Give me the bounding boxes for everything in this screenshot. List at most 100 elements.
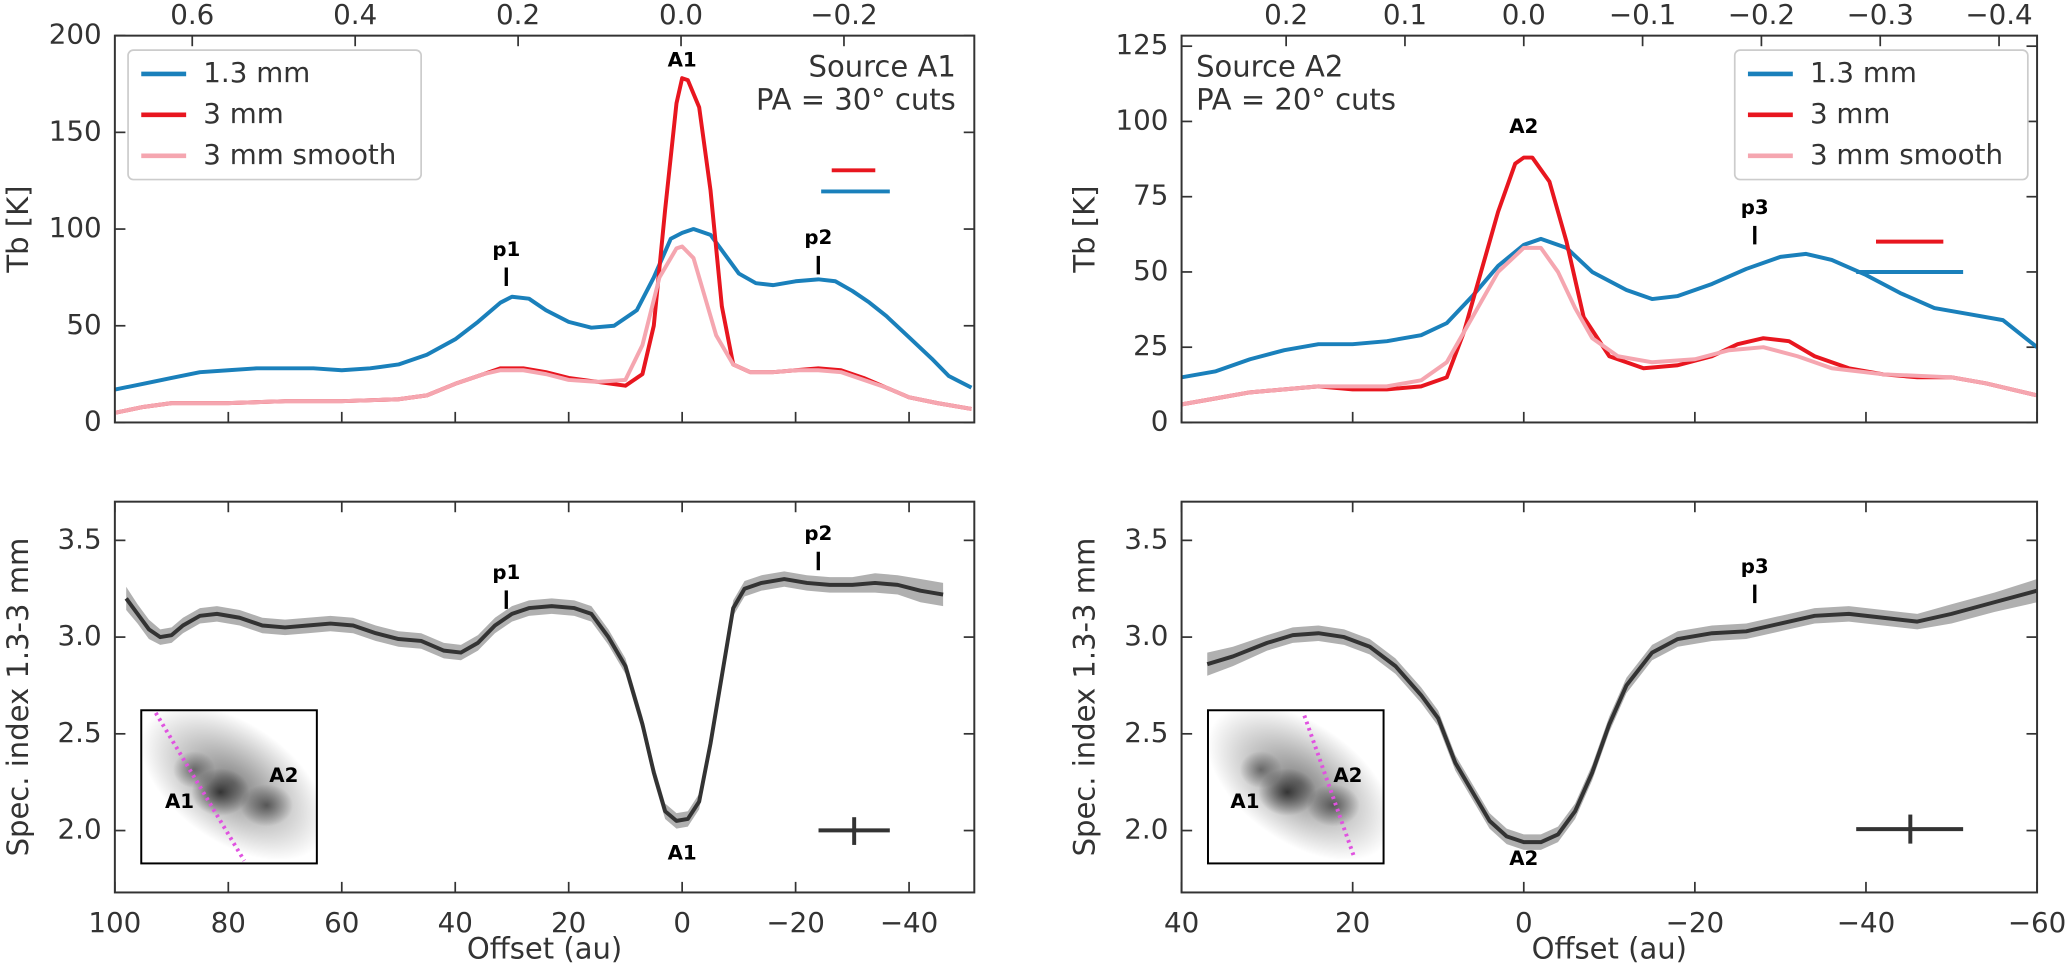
x-tick-label: 40 <box>438 906 473 939</box>
x2-tick-label: −0.2 <box>1728 0 1795 31</box>
y-tick-label: 100 <box>49 211 102 244</box>
x-tick-label: −20 <box>766 906 825 939</box>
series-group <box>124 571 944 829</box>
annotation: p1 <box>492 238 520 261</box>
panel: 2.0 2.5 3.0 3.5 100 80 60 40 20 0 −20 −40 Spec. inde… <box>1 500 976 966</box>
y-tick-label: 50 <box>1133 254 1168 287</box>
plot-frame <box>113 500 976 894</box>
inset-frame <box>140 709 318 865</box>
y-axis-label: Spec. index 1.3-3 mm <box>1 538 35 857</box>
y-axis-label: Tb [K] <box>1068 186 1102 274</box>
series-line <box>1206 588 2038 845</box>
note-text: PA = 30° cuts <box>756 83 956 117</box>
y-tick-label: 2.5 <box>58 716 102 749</box>
annotation: p3 <box>1741 196 1769 219</box>
plot-frame <box>1180 500 2039 894</box>
x2-tick-label: 0.4 <box>333 0 377 31</box>
plot-frame <box>113 34 976 424</box>
plot-frame <box>1180 34 2039 424</box>
x2-tick-label: −0.2 <box>810 0 877 31</box>
inset-cut <box>154 711 246 862</box>
y-tick-label: 3.5 <box>58 522 102 555</box>
annotation: p3 <box>1741 555 1769 578</box>
annotation: p2 <box>804 226 832 249</box>
inset-image <box>1207 710 1384 861</box>
x-tick-label: −60 <box>2008 906 2067 939</box>
x-axis-label: Offset (au) <box>467 932 622 966</box>
x2-tick-label: 0.6 <box>170 0 214 31</box>
inset-image <box>141 710 317 861</box>
legend-label: 1.3 mm <box>203 56 310 89</box>
series-line <box>124 577 944 823</box>
series-group <box>1206 579 2038 850</box>
y-tick-label: 150 <box>49 114 102 147</box>
annotation: A1 <box>668 48 697 71</box>
panel: 2.0 2.5 3.0 3.5 40 20 0 −20 −40 −60 Spec. index 1.… <box>1068 500 2067 966</box>
legend-label: 3 mm smooth <box>1810 138 2003 171</box>
legend-label: 3 mm smooth <box>203 138 396 171</box>
y-tick-label: 0 <box>84 404 102 437</box>
inset: A1 A2 <box>1206 709 1385 865</box>
series-group <box>114 76 973 415</box>
legend-label: 1.3 mm <box>1810 56 1917 89</box>
series-group <box>1181 155 2038 407</box>
x2-tick-label: 0.0 <box>659 0 703 31</box>
note-text: PA = 20° cuts <box>1196 83 1396 117</box>
annotation: p1 <box>492 561 520 584</box>
legend-box <box>127 49 423 181</box>
inset: A1 A2 <box>140 709 318 865</box>
legend-label: 3 mm <box>1810 97 1890 130</box>
inset-blob <box>240 784 294 827</box>
y-tick-label: 125 <box>1115 28 1168 61</box>
x-tick-label: 80 <box>211 906 246 939</box>
x-axis-label: Offset (au) <box>1532 932 1687 966</box>
x-tick-label: 0 <box>1515 906 1533 939</box>
note-text: Source A1 <box>809 50 956 84</box>
x2-tick-label: 0.0 <box>1502 0 1546 31</box>
x2-tick-label: 0.1 <box>1383 0 1427 31</box>
y-tick-label: 2.5 <box>1124 716 1168 749</box>
y-tick-label: 0 <box>1151 404 1169 437</box>
y-tick-label: 25 <box>1133 329 1168 362</box>
annotation: A1 <box>668 841 697 864</box>
x2-tick-label: 0.2 <box>1264 0 1308 31</box>
panel: 0 50 100 150 200 0.6 0.4 0.2 0.0 −0.2 Tb [K] 1.3 mm… <box>1 0 976 437</box>
inset-label: A2 <box>269 764 298 787</box>
annotation: p2 <box>804 522 832 545</box>
inset-label: A2 <box>1333 764 1362 787</box>
y-axis-label: Spec. index 1.3-3 mm <box>1068 538 1102 857</box>
series-line <box>1181 236 2038 380</box>
x-tick-label: 100 <box>88 906 141 939</box>
note-text: Source A2 <box>1196 50 1343 84</box>
annotation: A2 <box>1509 847 1538 870</box>
y-tick-label: 100 <box>1115 103 1168 136</box>
y-tick-label: 50 <box>66 308 101 341</box>
x2-tick-label: 0.2 <box>496 0 540 31</box>
series-line <box>1181 245 2038 407</box>
legend-box <box>1733 49 2029 181</box>
legend-label: 3 mm <box>203 97 283 130</box>
x2-tick-label: −0.1 <box>1609 0 1676 31</box>
y-axis-label: Tb [K] <box>1 186 35 274</box>
y-tick-label: 2.0 <box>1124 813 1168 846</box>
inset-label: A1 <box>165 790 194 813</box>
x-tick-label: 20 <box>551 906 586 939</box>
x-tick-label: 60 <box>324 906 359 939</box>
y-tick-label: 3.0 <box>58 619 102 652</box>
x-tick-label: −40 <box>880 906 938 939</box>
series-line <box>114 227 973 392</box>
series-line <box>114 244 972 415</box>
x-tick-label: −40 <box>1837 906 1896 939</box>
inset-label: A1 <box>1230 790 1259 813</box>
y-tick-label: 3.5 <box>1124 522 1168 555</box>
inset-frame <box>1206 709 1385 865</box>
x-tick-label: 40 <box>1164 906 1199 939</box>
x-tick-label: 0 <box>673 906 691 939</box>
inset-blob <box>172 751 216 789</box>
annotation: A2 <box>1509 115 1538 138</box>
inset-blob <box>1306 784 1360 827</box>
x2-tick-label: −0.3 <box>1847 0 1914 31</box>
y-tick-label: 200 <box>49 18 102 51</box>
